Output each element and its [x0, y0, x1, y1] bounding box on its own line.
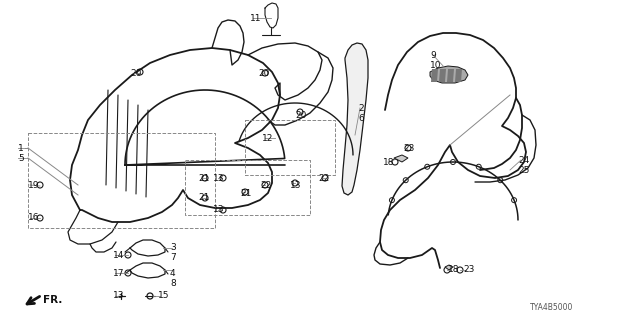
Polygon shape — [342, 43, 368, 195]
Text: 1: 1 — [18, 143, 24, 153]
Text: 15: 15 — [158, 292, 170, 300]
Text: 17: 17 — [113, 268, 125, 277]
Text: 21: 21 — [198, 173, 209, 182]
Text: 9: 9 — [430, 51, 436, 60]
Text: 19: 19 — [28, 180, 40, 189]
Text: 22: 22 — [260, 180, 271, 189]
Polygon shape — [430, 66, 468, 83]
Text: 16: 16 — [28, 213, 40, 222]
Text: 5: 5 — [18, 154, 24, 163]
Text: 21: 21 — [198, 194, 209, 203]
Text: 10: 10 — [430, 60, 442, 69]
Polygon shape — [445, 265, 453, 270]
Text: 14: 14 — [113, 251, 124, 260]
Text: 12: 12 — [262, 133, 273, 142]
Text: 2: 2 — [358, 103, 364, 113]
Text: 25: 25 — [518, 165, 529, 174]
Text: 20: 20 — [258, 68, 269, 77]
Text: 11: 11 — [250, 13, 262, 22]
Text: 23: 23 — [463, 266, 474, 275]
Text: 21: 21 — [240, 188, 252, 197]
Text: 20: 20 — [130, 68, 141, 77]
Polygon shape — [439, 69, 446, 82]
Text: 6: 6 — [358, 114, 364, 123]
Text: 13: 13 — [213, 173, 225, 182]
Polygon shape — [394, 155, 408, 162]
Text: 4: 4 — [170, 268, 175, 277]
Text: 22: 22 — [318, 173, 329, 182]
Text: 13: 13 — [113, 292, 125, 300]
Text: 8: 8 — [170, 278, 176, 287]
Text: TYA4B5000: TYA4B5000 — [530, 303, 573, 313]
Text: 3: 3 — [170, 244, 176, 252]
Text: 13: 13 — [213, 205, 225, 214]
Text: 18: 18 — [383, 157, 394, 166]
Polygon shape — [455, 69, 462, 82]
Text: 13: 13 — [290, 180, 301, 189]
Polygon shape — [447, 69, 454, 82]
Text: 23: 23 — [403, 143, 414, 153]
Text: 7: 7 — [170, 253, 176, 262]
Polygon shape — [431, 69, 438, 82]
Text: FR.: FR. — [43, 295, 62, 305]
Text: 24: 24 — [518, 156, 529, 164]
Text: 18: 18 — [448, 266, 460, 275]
Text: 20: 20 — [295, 110, 307, 119]
